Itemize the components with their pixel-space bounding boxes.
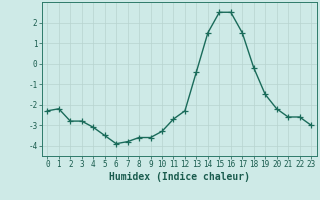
X-axis label: Humidex (Indice chaleur): Humidex (Indice chaleur)	[109, 172, 250, 182]
